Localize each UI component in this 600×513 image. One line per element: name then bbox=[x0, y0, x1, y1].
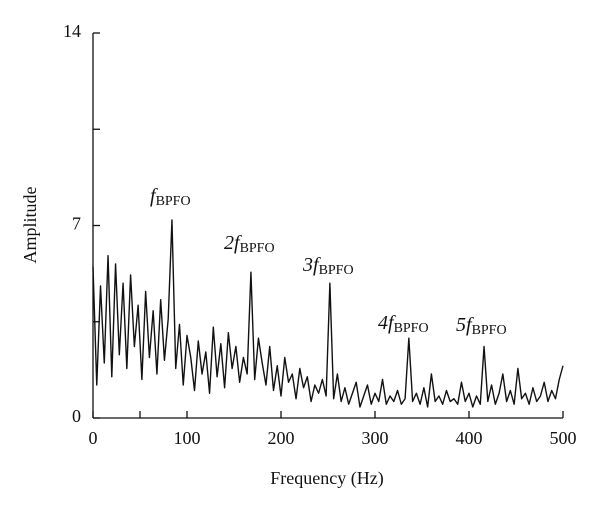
annotation-symbol: 3f bbox=[302, 254, 321, 276]
spectrum-line bbox=[92, 219, 564, 408]
annotation-symbol: 5f bbox=[456, 314, 474, 336]
annotation-symbol: 2f bbox=[224, 232, 242, 254]
annotation: 2fBPFO bbox=[224, 232, 275, 257]
x-tick-label: 500 bbox=[550, 428, 577, 448]
y-axis-label: Amplitude bbox=[20, 186, 40, 263]
annotation-subscript: BPFO bbox=[156, 194, 191, 209]
annotation-subscript: BPFO bbox=[472, 323, 507, 338]
x-tick-label: 200 bbox=[268, 428, 295, 448]
x-tick-label: 300 bbox=[362, 428, 389, 448]
annotation-subscript: BPFO bbox=[394, 321, 429, 336]
annotation-subscript: BPFO bbox=[319, 263, 354, 278]
y-tick-label: 14 bbox=[63, 21, 81, 41]
annotation-symbol: 4f bbox=[378, 312, 396, 334]
y-tick-label: 0 bbox=[72, 406, 81, 426]
y-tick-label: 7 bbox=[72, 214, 81, 234]
x-tick-label: 0 bbox=[89, 428, 98, 448]
annotation: 3fBPFO bbox=[302, 254, 354, 279]
annotation-symbol: f bbox=[150, 185, 158, 207]
x-tick-label: 400 bbox=[456, 428, 483, 448]
annotation: 4fBPFO bbox=[378, 312, 429, 337]
annotation: fBPFO bbox=[150, 185, 191, 210]
x-axis-label: Frequency (Hz) bbox=[270, 468, 383, 489]
x-tick-label: 100 bbox=[174, 428, 201, 448]
annotation: 5fBPFO bbox=[456, 314, 507, 339]
annotation-subscript: BPFO bbox=[240, 241, 275, 256]
